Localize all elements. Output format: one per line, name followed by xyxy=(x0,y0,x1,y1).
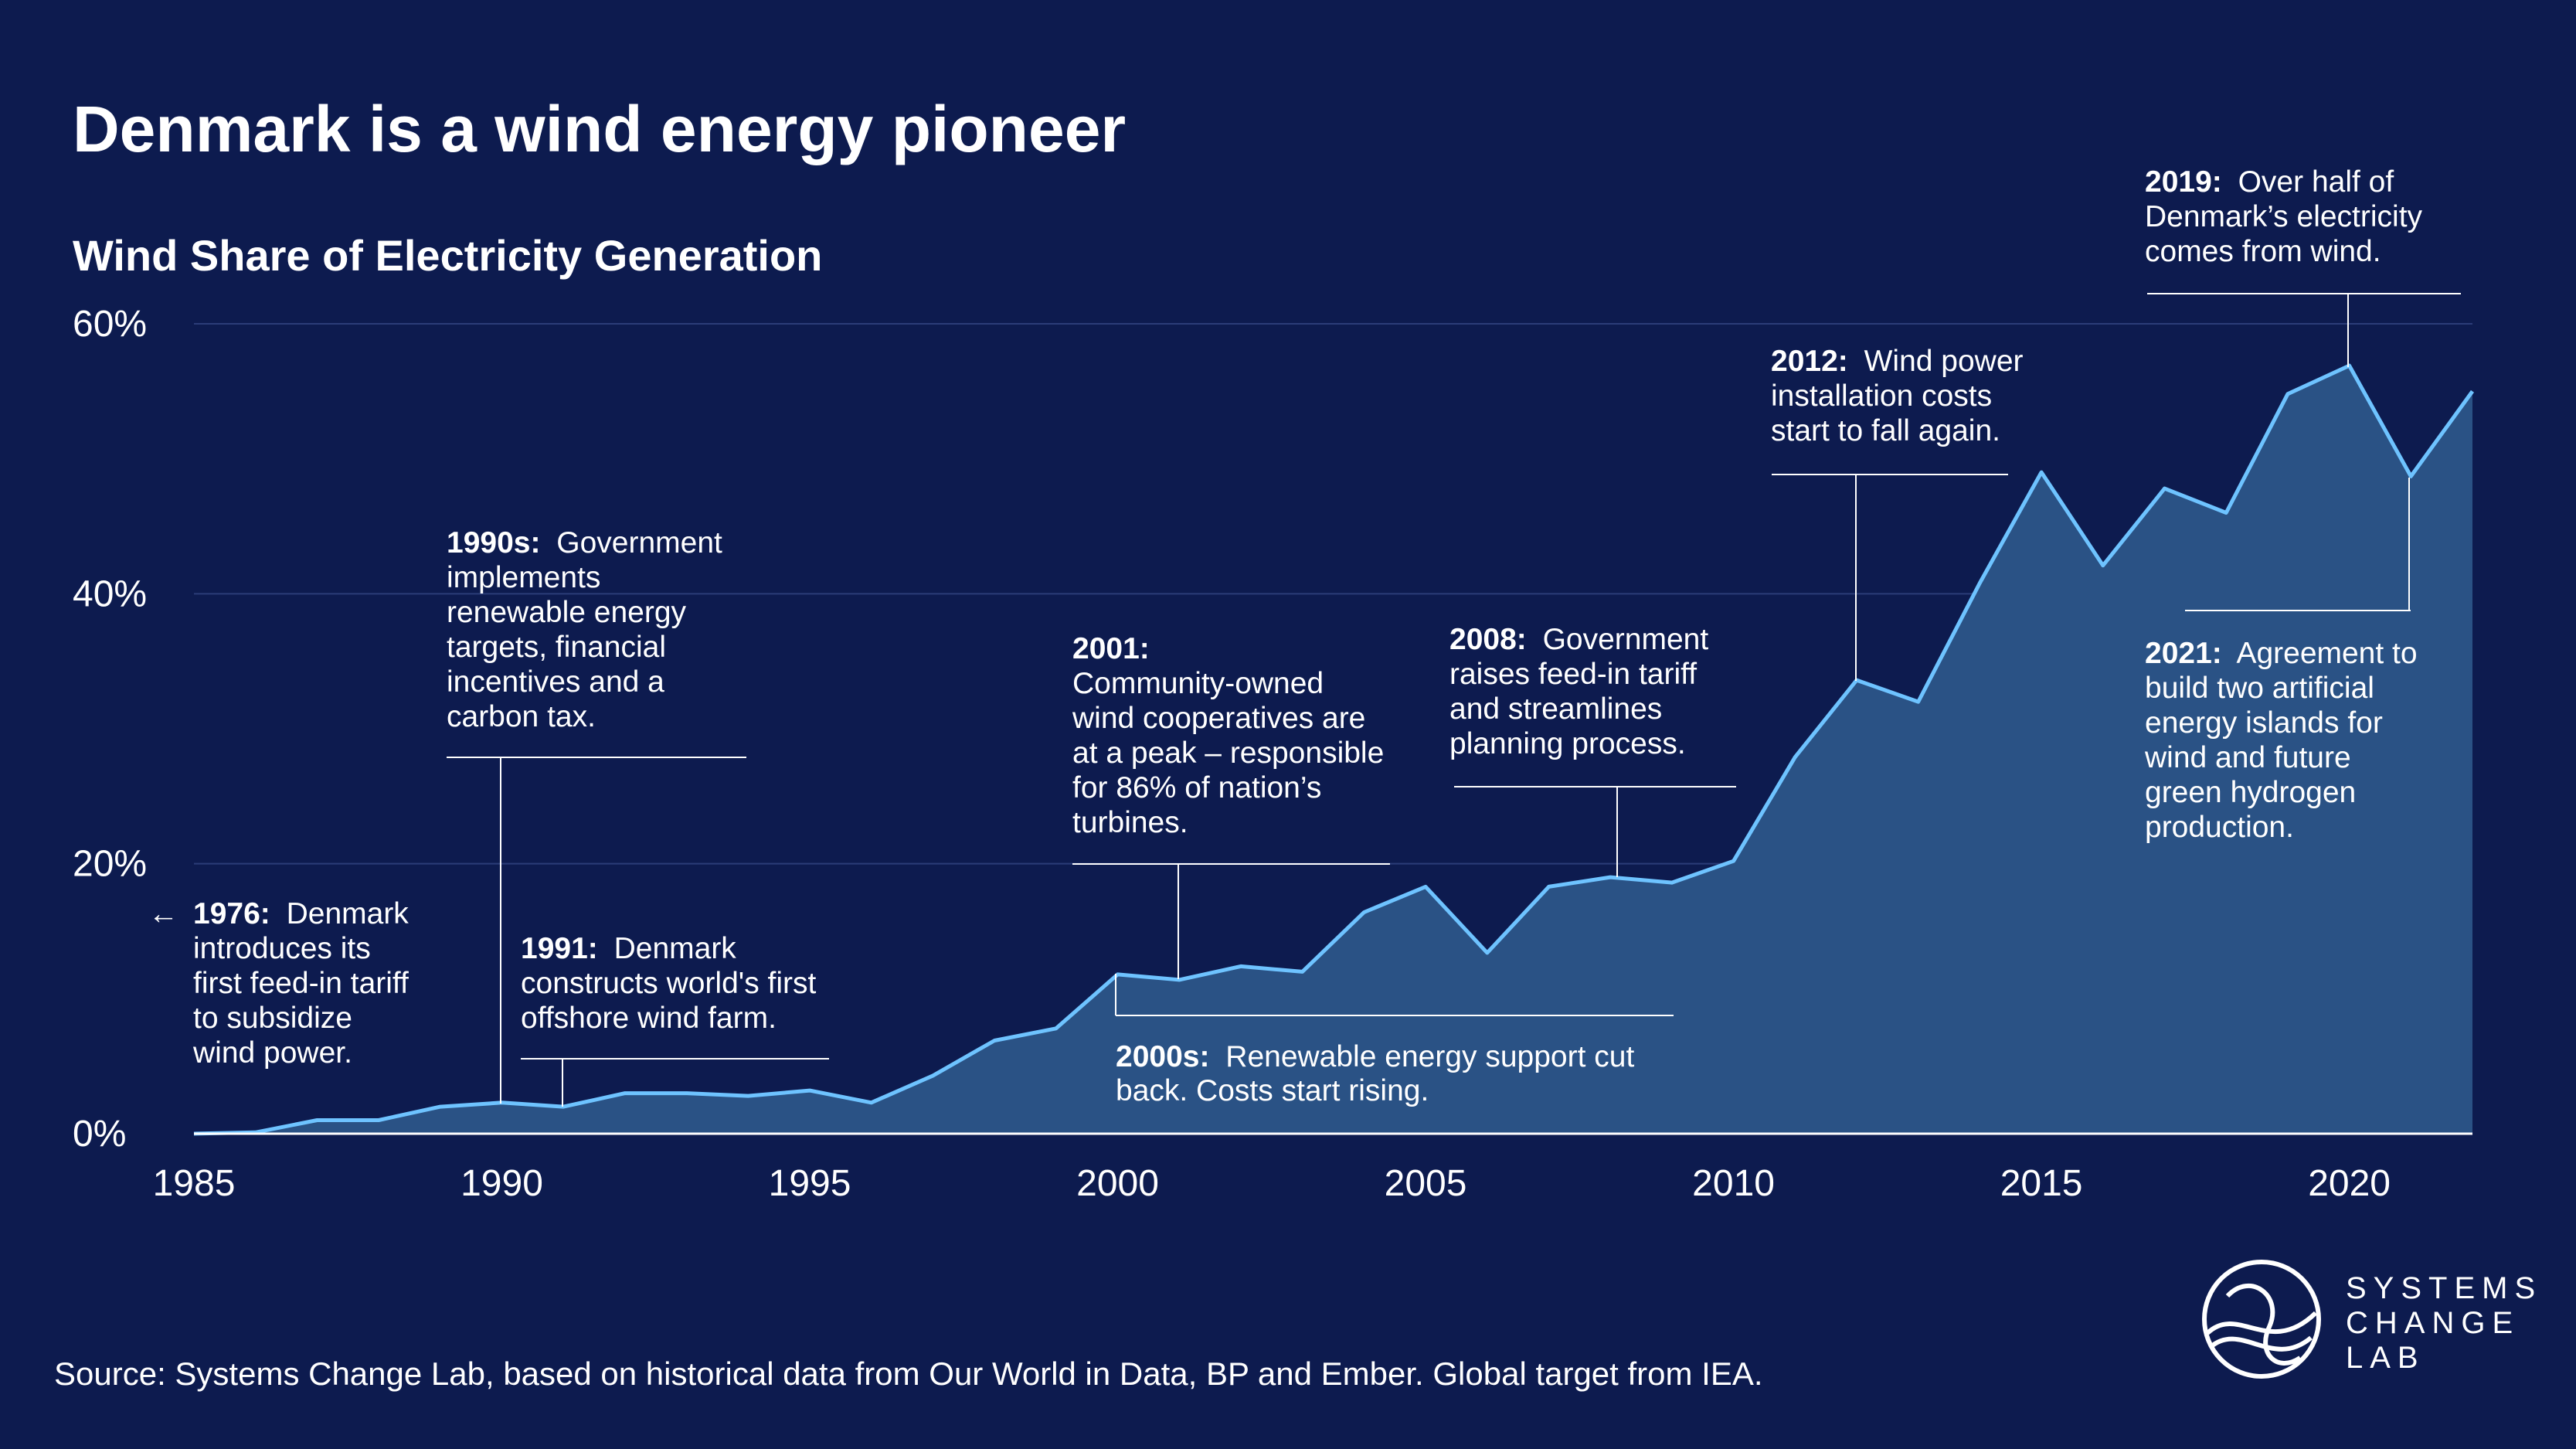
annotation-2021-line-4: wind and future xyxy=(2144,741,2351,774)
y-axis-ticks: 0% 20% 40% 60% xyxy=(73,304,147,1155)
x-tick-label-2020: 2020 xyxy=(2308,1163,2391,1204)
annotation-1976-arrow: ← xyxy=(148,897,178,930)
annotation-2012: 2012: Wind power installation costs star… xyxy=(1771,345,2031,447)
y-tick-label-40: 40% xyxy=(73,573,147,614)
annotation-2000s: 2000s: Renewable energy support cut back… xyxy=(1116,1040,1643,1107)
annotation-2021-line-5: green hydrogen xyxy=(2145,776,2356,809)
annotation-2001-line-3: at a peak – responsible xyxy=(1072,736,1384,770)
annotation-2008-year: 2008: xyxy=(1449,623,1527,656)
y-tick-label-20: 20% xyxy=(73,844,147,885)
annotation-2008: 2008: Government raises feed-in tariff a… xyxy=(1449,623,1717,760)
annotation-2019-line-2: Denmark’s electricity xyxy=(2145,200,2423,233)
annotation-2019: 2019: Over half of Denmark’s electricity… xyxy=(2145,165,2431,268)
annotation-1976-line-5: wind power. xyxy=(192,1036,352,1070)
y-tick-label-60: 60% xyxy=(73,304,147,345)
annotation-2012-line-2: installation costs xyxy=(1771,379,1992,413)
series-area xyxy=(194,366,2472,1134)
annotation-1990s-year: 1990s: xyxy=(447,526,540,560)
x-tick-label-2005: 2005 xyxy=(1385,1163,1467,1204)
annotation-1990s-line-6: carbon tax. xyxy=(447,700,596,733)
brand-text: SYSTEMS CHANGE LAB xyxy=(2346,1271,2557,1375)
annotation-2000s-line-1: Renewable energy support cut xyxy=(1225,1040,1634,1073)
annotation-1976-line-2: introduces its xyxy=(193,932,371,965)
annotation-2021-line-2: build two artificial xyxy=(2145,672,2374,705)
x-tick-label-1995: 1995 xyxy=(769,1163,851,1204)
annotation-1976-line-1: Denmark xyxy=(287,897,410,930)
annotation-2012-line-3: start to fall again. xyxy=(1771,414,2000,447)
chart-subtitle: Wind Share of Electricity Generation xyxy=(73,231,822,280)
x-tick-label-1985: 1985 xyxy=(153,1163,236,1204)
annotation-2008-line-3: and streamlines xyxy=(1449,692,1662,726)
annotation-2001: 2001: Community-owned wind cooperatives … xyxy=(1072,632,1392,839)
systems-change-lab-logo-icon xyxy=(2202,1260,2321,1379)
source-note: Source: Systems Change Lab, based on his… xyxy=(54,1355,1763,1392)
annotation-1990s-line-3: renewable energy xyxy=(447,596,687,629)
annotation-1990s-line-4: targets, financial xyxy=(447,631,666,664)
x-tick-label-1990: 1990 xyxy=(460,1163,543,1204)
annotation-2012-line-1: Wind power xyxy=(1864,345,2024,378)
brand-line-2: CHANGE xyxy=(2346,1306,2520,1340)
annotation-2019-year: 2019: xyxy=(2145,165,2222,199)
x-tick-label-2010: 2010 xyxy=(1692,1163,1775,1204)
annotation-2000s-year: 2000s: xyxy=(1116,1040,1209,1073)
annotation-2001-line-4: for 86% of nation’s xyxy=(1072,771,1321,804)
annotation-2001-line-2: wind cooperatives are xyxy=(1072,702,1365,735)
annotation-2021-line-3: energy islands for xyxy=(2145,706,2383,740)
annotation-1990s-line-5: incentives and a xyxy=(447,665,664,699)
annotation-2021-line-1: Agreement to xyxy=(2236,637,2417,670)
annotation-1976-line-3: first feed-in tariff xyxy=(193,967,409,1000)
annotation-2019-line-1: Over half of xyxy=(2238,165,2394,199)
annotation-1991-line-2: constructs world's first xyxy=(521,967,817,1000)
annotation-2001-line-1: Community-owned xyxy=(1072,667,1324,700)
x-axis-ticks: 1985 1990 1995 2000 2005 2010 2015 2020 xyxy=(153,1163,2391,1204)
annotation-1990s-line-2: implements xyxy=(447,561,600,594)
chart-title: Denmark is a wind energy pioneer xyxy=(73,93,1126,165)
annotation-2019-line-3: comes from wind. xyxy=(2145,235,2381,268)
annotation-1976-line-4: to subsidize xyxy=(193,1002,352,1035)
annotation-leaders xyxy=(447,293,2461,1107)
series-line xyxy=(193,363,2475,1136)
x-tick-label-2015: 2015 xyxy=(2000,1163,2083,1204)
annotation-2008-line-4: planning process. xyxy=(1449,727,1686,760)
brand-line-1: SYSTEMS xyxy=(2346,1271,2542,1305)
annotation-1991-year: 1991: xyxy=(521,932,598,965)
annotation-2021-year: 2021: xyxy=(2145,637,2222,670)
annotation-1990s: 1990s: Government implements renewable e… xyxy=(447,526,731,733)
annotation-1976: ← 1976: Denmark introduces its first fee… xyxy=(148,897,417,1070)
brand-line-3: LAB xyxy=(2346,1341,2425,1375)
annotation-1976-year: 1976: xyxy=(193,897,270,930)
annotation-2000s-line-2: back. Costs start rising. xyxy=(1116,1074,1429,1107)
annotation-2001-year: 2001: xyxy=(1072,632,1150,665)
annotation-2001-line-5: turbines. xyxy=(1072,806,1188,839)
annotation-1990s-line-1: Government xyxy=(556,526,722,560)
annotation-1991-line-1: Denmark xyxy=(614,932,737,965)
annotation-2021-line-6: production. xyxy=(2145,811,2294,844)
y-tick-label-0: 0% xyxy=(73,1114,126,1155)
annotation-1991: 1991: Denmark constructs world's first o… xyxy=(521,932,824,1035)
annotation-1991-line-3: offshore wind farm. xyxy=(521,1002,777,1035)
annotation-2012-year: 2012: xyxy=(1771,345,1848,378)
annotation-2008-line-2: raises feed-in tariff xyxy=(1449,658,1697,691)
annotation-2008-line-1: Government xyxy=(1543,623,1709,656)
x-tick-label-2000: 2000 xyxy=(1076,1163,1159,1204)
annotation-2021: 2021: Agreement to build two artificial … xyxy=(2144,637,2425,844)
